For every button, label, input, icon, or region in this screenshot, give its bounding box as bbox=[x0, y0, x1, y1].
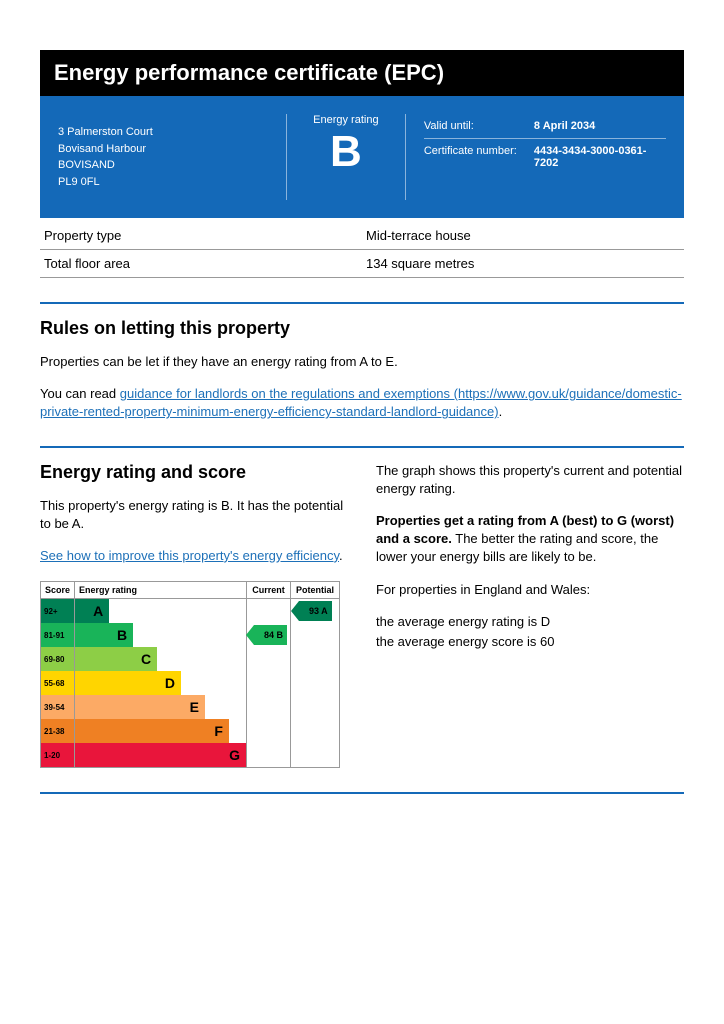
chart-row: 39-54E bbox=[41, 695, 339, 719]
potential-cell bbox=[291, 719, 339, 743]
rules-text: Properties can be let if they have an en… bbox=[40, 353, 684, 371]
energy-rating-chart: Score Energy rating Current Potential 92… bbox=[40, 581, 340, 768]
address-postcode: PL9 0FL bbox=[58, 174, 268, 191]
band-rating-cell: B bbox=[75, 623, 247, 647]
band-score: 55-68 bbox=[41, 671, 75, 695]
potential-cell bbox=[291, 695, 339, 719]
divider bbox=[40, 302, 684, 304]
floor-area-label: Total floor area bbox=[40, 250, 362, 278]
page-title: Energy performance certificate (EPC) bbox=[40, 50, 684, 96]
band-score: 21-38 bbox=[41, 719, 75, 743]
valid-until-value: 8 April 2034 bbox=[534, 120, 666, 132]
band-rating-cell: G bbox=[75, 743, 247, 767]
current-cell bbox=[247, 719, 291, 743]
graph-desc: The graph shows this property's current … bbox=[376, 462, 684, 498]
rating-left-column: Energy rating and score This property's … bbox=[40, 462, 348, 769]
rating-bar: B bbox=[75, 623, 133, 647]
table-row: Property type Mid-terrace house bbox=[40, 222, 684, 250]
landlord-guidance-link[interactable]: guidance for landlords on the regulation… bbox=[40, 386, 682, 419]
band-rating-cell: F bbox=[75, 719, 247, 743]
rating-heading: Energy rating and score bbox=[40, 462, 348, 483]
chart-row: 21-38F bbox=[41, 719, 339, 743]
avg-score: the average energy score is 60 bbox=[376, 633, 684, 651]
address-line: Bovisand Harbour bbox=[58, 141, 268, 158]
band-score: 39-54 bbox=[41, 695, 75, 719]
band-rating-cell: A bbox=[75, 599, 247, 623]
potential-cell bbox=[291, 647, 339, 671]
energy-rating-letter: B bbox=[297, 130, 395, 174]
address-line: BOVISAND bbox=[58, 157, 268, 174]
chart-header-rating: Energy rating bbox=[75, 582, 247, 598]
text: You can read bbox=[40, 386, 120, 401]
current-cell bbox=[247, 671, 291, 695]
rating-right-column: The graph shows this property's current … bbox=[376, 462, 684, 769]
rules-heading: Rules on letting this property bbox=[40, 318, 684, 339]
energy-rating-badge: Energy rating B bbox=[286, 114, 406, 200]
rating-explainer: Properties get a rating from A (best) to… bbox=[376, 512, 684, 567]
property-type-label: Property type bbox=[40, 222, 362, 250]
potential-cell bbox=[291, 671, 339, 695]
rules-guidance: You can read guidance for landlords on t… bbox=[40, 385, 684, 421]
address-block: 3 Palmerston Court Bovisand Harbour BOVI… bbox=[40, 114, 286, 200]
chart-row: 1-20G bbox=[41, 743, 339, 767]
rating-body: This property's energy rating is B. It h… bbox=[40, 497, 348, 533]
band-score: 92+ bbox=[41, 599, 75, 623]
rating-bar: F bbox=[75, 719, 229, 743]
rating-bar: G bbox=[75, 743, 246, 767]
valid-until-label: Valid until: bbox=[424, 120, 534, 132]
property-type-value: Mid-terrace house bbox=[362, 222, 684, 250]
rating-bar: E bbox=[75, 695, 205, 719]
averages-intro: For properties in England and Wales: bbox=[376, 581, 684, 599]
chart-header-score: Score bbox=[41, 582, 75, 598]
text: . bbox=[499, 404, 503, 419]
band-score: 69-80 bbox=[41, 647, 75, 671]
current-cell bbox=[247, 647, 291, 671]
table-row: Total floor area 134 square metres bbox=[40, 250, 684, 278]
rating-bar: C bbox=[75, 647, 157, 671]
chart-row: 69-80C bbox=[41, 647, 339, 671]
floor-area-value: 134 square metres bbox=[362, 250, 684, 278]
band-score: 1-20 bbox=[41, 743, 75, 767]
band-rating-cell: C bbox=[75, 647, 247, 671]
divider bbox=[40, 446, 684, 448]
current-cell bbox=[247, 599, 291, 623]
chart-header-current: Current bbox=[247, 582, 291, 598]
cert-number-value: 4434-3434-3000-0361-7202 bbox=[534, 145, 666, 169]
potential-cell bbox=[291, 743, 339, 767]
chart-header-potential: Potential bbox=[291, 582, 339, 598]
chart-row: 55-68D bbox=[41, 671, 339, 695]
band-rating-cell: E bbox=[75, 695, 247, 719]
energy-rating-label: Energy rating bbox=[297, 114, 395, 126]
property-table: Property type Mid-terrace house Total fl… bbox=[40, 222, 684, 278]
summary-panel: 3 Palmerston Court Bovisand Harbour BOVI… bbox=[40, 96, 684, 218]
rating-bar: D bbox=[75, 671, 181, 695]
cert-number-label: Certificate number: bbox=[424, 145, 534, 169]
avg-rating: the average energy rating is D bbox=[376, 613, 684, 631]
improve-efficiency-link[interactable]: See how to improve this property's energ… bbox=[40, 548, 339, 563]
divider bbox=[40, 792, 684, 794]
certificate-details: Valid until: 8 April 2034 Certificate nu… bbox=[406, 114, 684, 200]
band-rating-cell: D bbox=[75, 671, 247, 695]
address-line: 3 Palmerston Court bbox=[58, 124, 268, 141]
chart-row: 81-91B bbox=[41, 623, 339, 647]
current-cell bbox=[247, 695, 291, 719]
rating-marker: 84 B bbox=[254, 625, 287, 645]
potential-cell bbox=[291, 623, 339, 647]
current-cell bbox=[247, 743, 291, 767]
band-score: 81-91 bbox=[41, 623, 75, 647]
text: . bbox=[339, 548, 343, 563]
rating-marker: 93 A bbox=[299, 601, 332, 621]
rating-bar: A bbox=[75, 599, 109, 623]
